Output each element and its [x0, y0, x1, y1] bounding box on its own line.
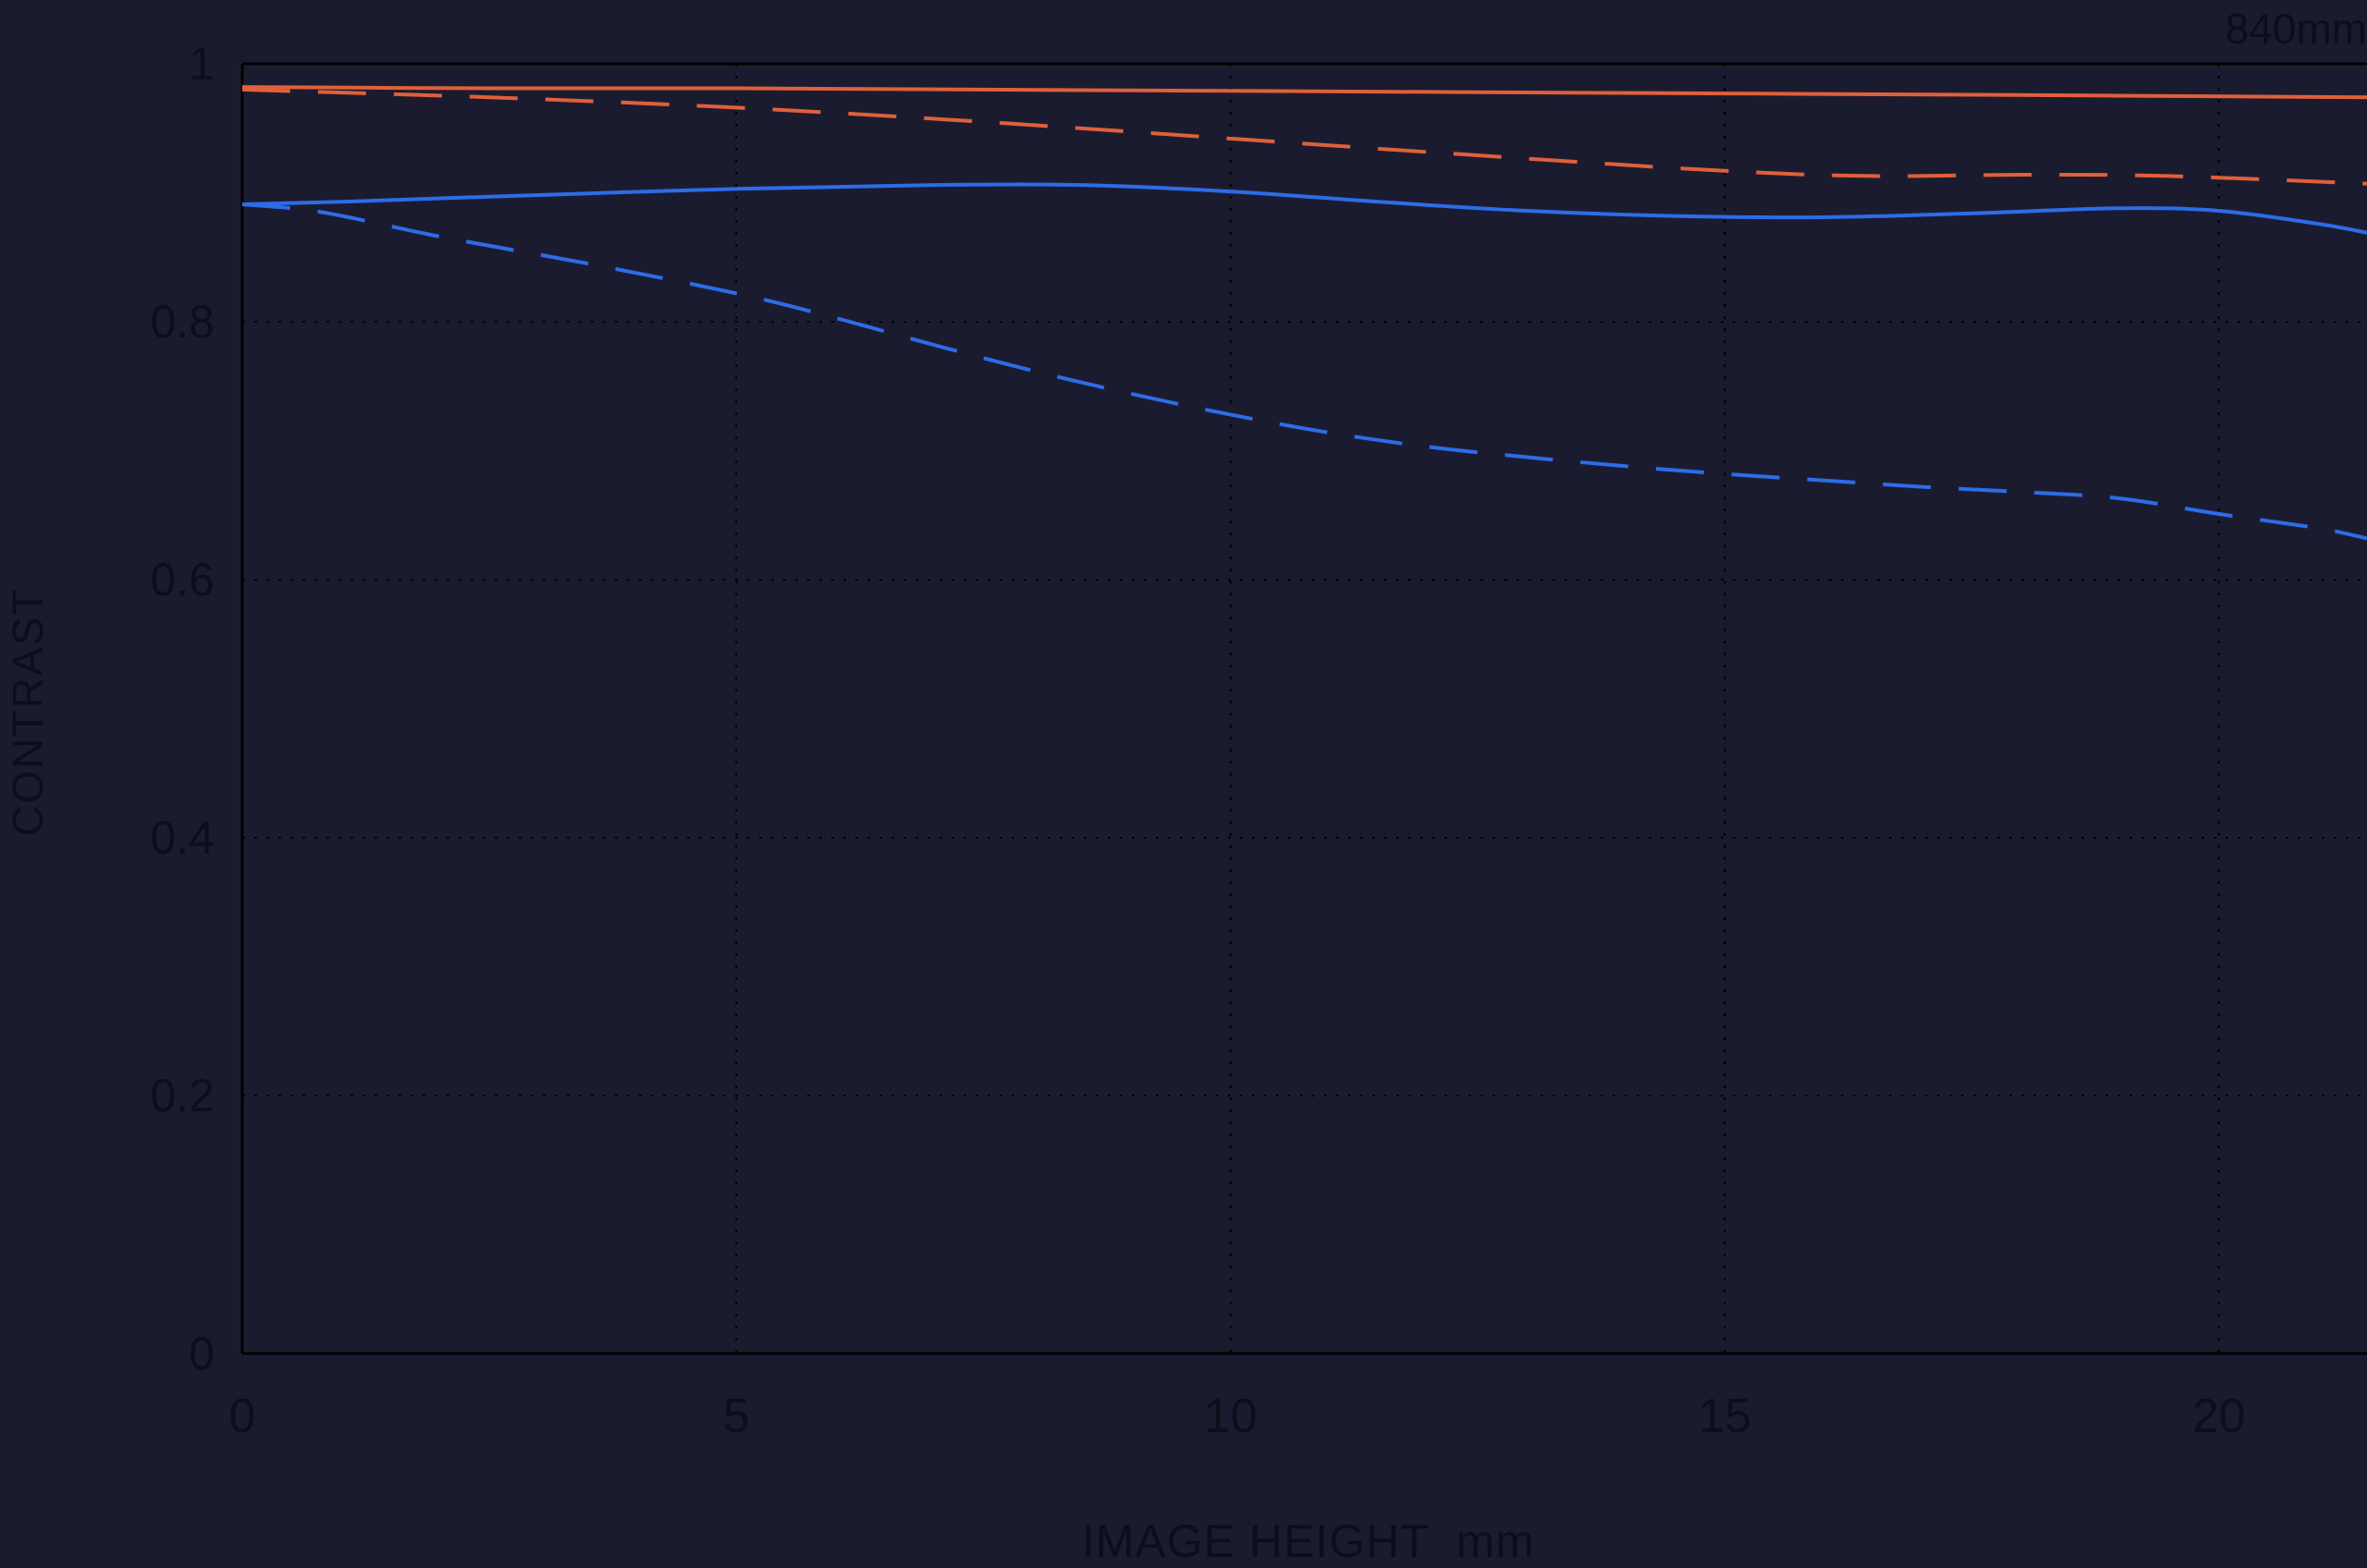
series-line-orange-dashed [241, 87, 2367, 186]
y-axis-label: CONTRAST [4, 587, 52, 837]
x-tick-label: 0 [228, 1390, 256, 1443]
x-tick-label: 15 [1698, 1390, 1752, 1443]
series-line-blue-solid [241, 182, 2367, 235]
x-axis-label: IMAGE HEIGHT mm [1081, 1515, 1536, 1567]
series-line-blue-dashed [241, 202, 2367, 541]
y-tick-label: 0.6 [150, 554, 215, 606]
y-tick-label: 0.2 [150, 1070, 215, 1121]
chart-title: 840mm [2225, 5, 2367, 53]
y-tick-label: 1 [189, 38, 215, 90]
x-tick-label: 5 [722, 1390, 750, 1443]
x-tick-label: 10 [1203, 1390, 1257, 1443]
y-tick-label: 0 [189, 1328, 215, 1379]
y-tick-label: 0.8 [150, 296, 215, 348]
y-tick-label: 0.4 [150, 812, 215, 864]
x-tick-label: 20 [2191, 1390, 2246, 1443]
series-line-orange-solid [241, 85, 2367, 100]
